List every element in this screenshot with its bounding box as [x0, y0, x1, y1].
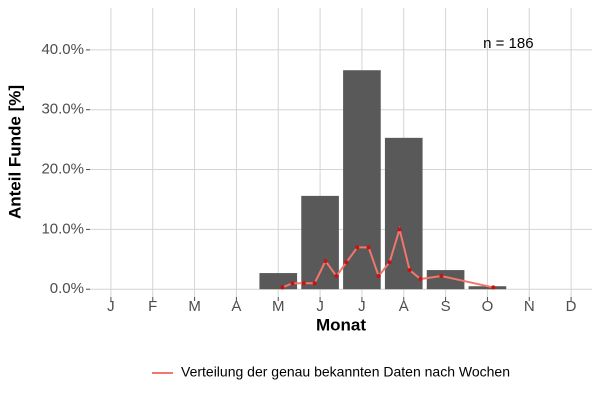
x-tick-label: M: [188, 298, 201, 315]
x-tick-label: A: [231, 298, 241, 315]
bar: [468, 286, 507, 290]
bar: [343, 70, 381, 290]
point: [280, 285, 285, 290]
bar: [384, 137, 423, 290]
point: [290, 281, 295, 286]
x-tick-label: J: [316, 298, 324, 315]
point: [387, 260, 392, 265]
point: [312, 281, 317, 286]
x-tick-label: J: [107, 298, 115, 315]
x-tick-label: F: [148, 298, 157, 315]
x-tick-label: S: [441, 298, 451, 315]
y-tick-label: 10.0%: [41, 220, 84, 237]
point: [344, 260, 349, 265]
point: [376, 274, 381, 279]
x-tick-label: N: [524, 298, 535, 315]
y-axis-title: Anteil Funde [%]: [5, 85, 24, 219]
point: [366, 245, 371, 250]
bar: [426, 270, 465, 290]
point: [334, 274, 339, 279]
point: [407, 268, 412, 273]
line: [282, 225, 494, 289]
annotation: n = 186: [483, 35, 533, 52]
y-tick-label: 30.0%: [41, 101, 84, 118]
point: [323, 259, 328, 264]
y-tick-label: 40.0%: [41, 41, 84, 58]
x-tick-label: J: [358, 298, 366, 315]
y-tick-label: 0.0%: [50, 280, 84, 297]
x-tick-label: D: [566, 298, 577, 315]
x-tick-label: A: [399, 298, 409, 315]
bar: [259, 273, 298, 290]
x-tick-label: M: [272, 298, 285, 315]
x-axis-title: Monat: [316, 315, 366, 334]
point: [491, 285, 496, 290]
point: [397, 227, 402, 232]
legend-label: Verteilung der genau bekannten Daten nac…: [181, 364, 510, 380]
x-tick-label: O: [482, 298, 494, 315]
y-tick-label: 20.0%: [41, 161, 84, 178]
point: [301, 281, 306, 286]
point: [355, 245, 360, 250]
bar: [301, 195, 339, 290]
point: [439, 274, 444, 279]
point: [418, 277, 423, 282]
